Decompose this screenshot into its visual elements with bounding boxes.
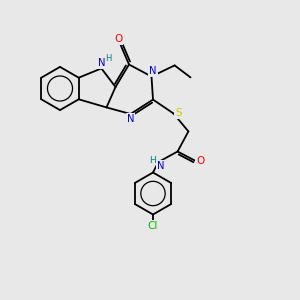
Text: O: O [114, 34, 123, 44]
Text: N: N [127, 114, 134, 124]
Text: H: H [149, 156, 156, 165]
Text: S: S [175, 108, 182, 118]
Text: N: N [98, 58, 105, 68]
Text: H: H [105, 54, 111, 63]
Text: Cl: Cl [148, 221, 158, 231]
Text: O: O [196, 156, 204, 167]
Text: N: N [157, 160, 164, 171]
Text: N: N [149, 66, 157, 76]
